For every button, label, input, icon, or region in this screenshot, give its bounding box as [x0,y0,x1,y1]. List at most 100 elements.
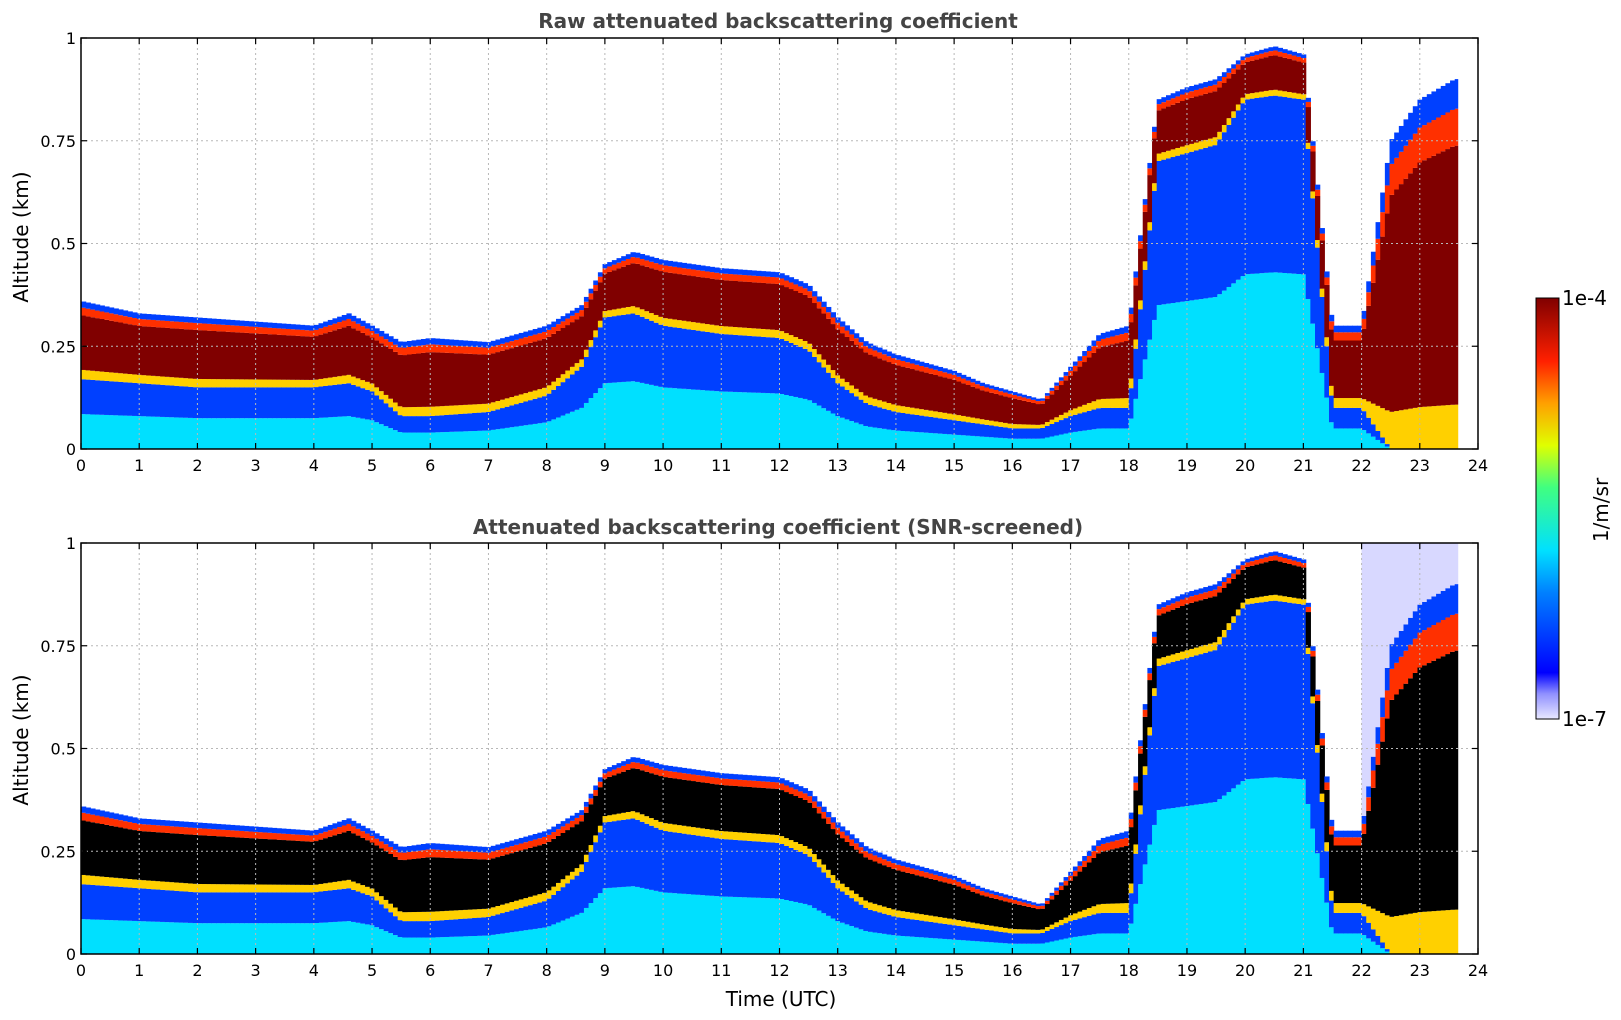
field-cell [486,412,492,431]
x-tick-label: 14 [886,456,906,475]
field-cell [872,903,878,912]
field-cell [546,324,552,330]
field-cell [1324,789,1330,843]
field-cell [616,773,622,814]
field-cell [122,821,129,829]
field-cell [220,824,226,830]
field-cell [1054,435,1060,449]
field-cell [1361,399,1367,412]
field-cell [1338,933,1344,954]
field-cell [1170,98,1176,105]
field-cell [607,771,613,777]
field-cell [1193,96,1200,143]
field-cell [658,386,664,449]
field-cell [108,372,115,382]
field-cell [965,885,972,890]
field-cell [1138,235,1144,242]
field-cell [1198,88,1204,96]
field-cell [1254,597,1260,604]
field-cell [528,342,534,392]
field-cell [1268,47,1274,52]
field-cell [243,884,250,893]
field-cell [1207,92,1214,139]
field-cell [476,852,483,860]
field-cell [593,393,599,449]
field-cell [118,381,124,416]
field-cell [355,828,361,836]
field-cell [346,374,352,384]
field-cell [90,414,96,449]
field-cell [788,787,795,795]
field-cell [1282,558,1288,563]
field-cell [621,765,627,772]
field-cell [555,890,562,923]
field-cell [1003,943,1009,954]
field-cell [178,328,185,378]
field-cell [1235,110,1242,280]
field-cell [327,836,334,883]
field-cell [1356,332,1363,341]
field-cell [1030,907,1037,930]
field-cell [304,330,310,337]
field-cell [649,384,655,449]
field-cell [392,849,399,857]
field-cell [649,761,655,767]
field-cell [262,418,268,449]
field-cell [202,892,208,924]
field-cell [1147,735,1153,845]
field-cell [462,858,469,910]
field-cell [616,308,622,316]
y-tick-label: 0.75 [40,637,76,656]
field-cell [1291,565,1297,598]
field-cell [1166,808,1172,954]
field-cell [1287,778,1293,954]
field-cell [1380,948,1386,954]
field-cell [1305,148,1311,299]
field-cell [1161,602,1167,608]
field-cell [551,832,557,839]
field-cell [854,901,860,928]
field-cell [877,933,883,954]
field-cell [844,419,850,449]
field-cell [579,871,585,913]
field-cell [663,326,669,388]
field-cell [500,428,506,449]
field-cell [1366,906,1372,923]
field-cell [1412,611,1419,639]
field-cell [704,271,711,279]
field-cell [318,328,324,335]
field-cell [989,385,995,389]
field-cell [858,853,864,898]
field-cell [318,833,324,840]
field-cell [658,259,664,265]
field-cell [1338,325,1344,333]
field-cell [863,395,869,403]
field-cell [155,320,161,328]
field-cell [1394,132,1400,158]
field-cell [1319,228,1325,234]
field-cell [816,354,823,363]
field-cell [490,851,497,859]
field-cell [402,921,408,938]
field-cell [672,327,678,389]
field-cell [551,826,557,833]
field-cell [784,792,790,839]
field-cell [104,312,110,320]
field-cell [1040,929,1046,933]
field-cell [430,344,436,353]
field-cell [588,793,594,799]
field-cell [257,826,264,833]
field-cell [220,324,226,332]
field-cell [1245,93,1251,100]
y-tick-label: 1 [66,29,76,48]
field-cell [923,363,930,368]
field-cell [374,422,380,449]
field-cell [881,401,888,409]
field-cell [635,257,641,264]
field-cell [1152,138,1158,184]
field-cell [774,788,781,835]
field-cell [1035,929,1041,934]
field-cell [416,339,422,346]
field-cell [1212,650,1218,803]
field-cell [802,799,809,846]
